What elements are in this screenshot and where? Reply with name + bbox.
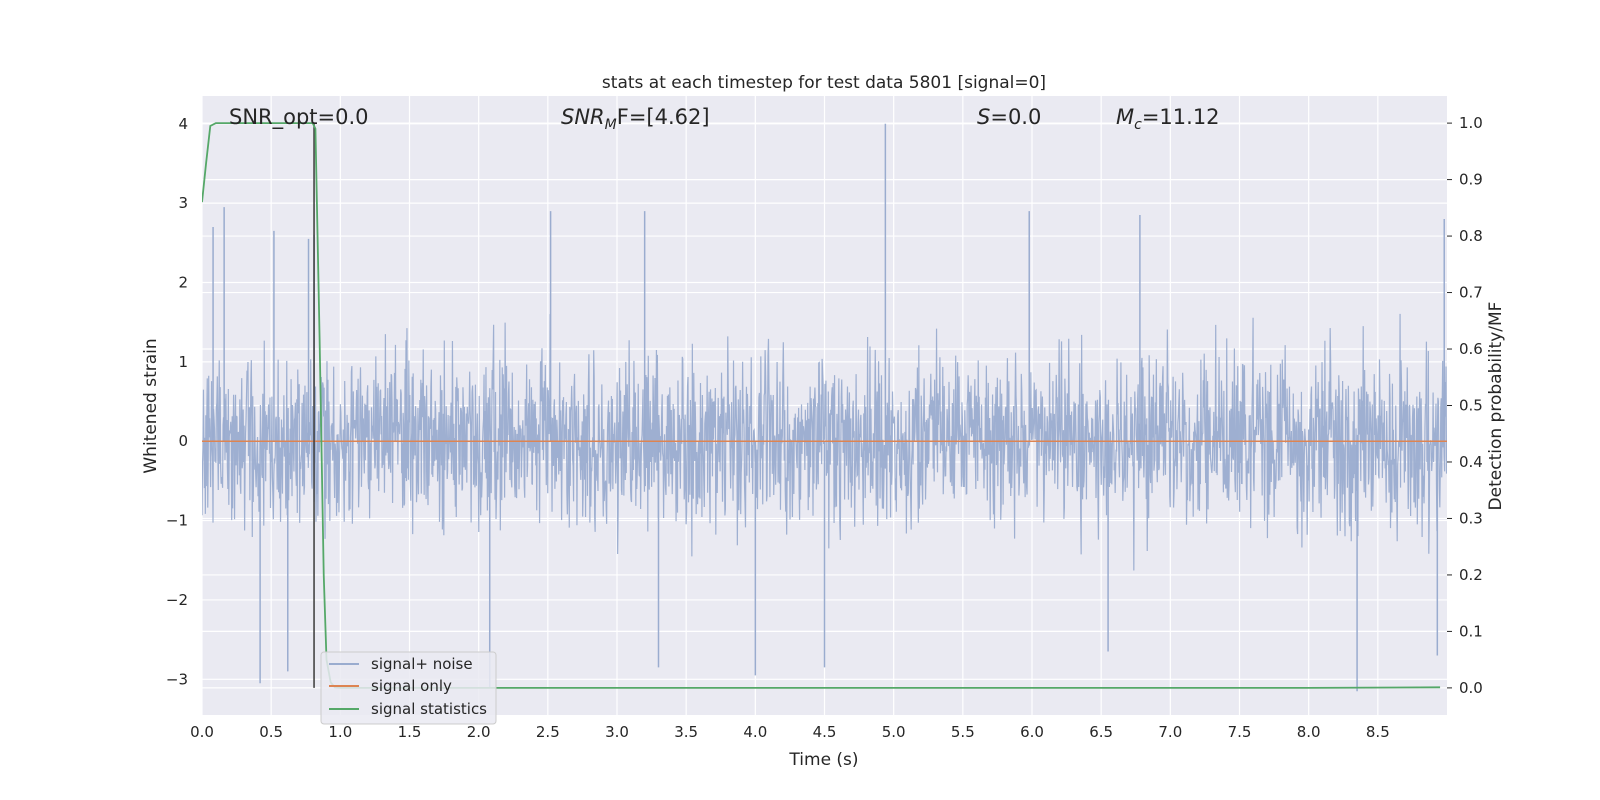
mc-name: M xyxy=(1116,105,1134,129)
mc-rest: =11.12 xyxy=(1142,105,1220,129)
annotation-snr-mf: SNRMF=[4.62] xyxy=(561,105,710,133)
y-tick-label-left: 2 xyxy=(178,273,188,291)
x-tick-label: 8.0 xyxy=(1297,723,1321,741)
x-tick-label: 3.5 xyxy=(674,723,698,741)
series-layer xyxy=(202,122,1447,692)
y-tick-label-left: −3 xyxy=(166,670,188,688)
x-tick-label: 0.5 xyxy=(259,723,283,741)
x-tick-label: 2.0 xyxy=(467,723,491,741)
y-tick-label-right: 0.2 xyxy=(1459,566,1483,584)
snr-mf-rest: F=[4.62] xyxy=(617,105,710,129)
y-tick-label-right: 0.0 xyxy=(1459,679,1483,697)
annotation-mc: Mc=11.12 xyxy=(1116,105,1220,133)
chart-title: stats at each timestep for test data 580… xyxy=(602,73,1046,93)
y-tick-label-left: 4 xyxy=(178,115,188,133)
series-signal-statistics-line xyxy=(202,122,1441,689)
x-tick-label: 8.5 xyxy=(1366,723,1390,741)
annotation-snr-opt: SNR_opt=0.0 xyxy=(229,105,369,130)
y-tick-label-left: −1 xyxy=(166,512,188,530)
x-tick-label: 2.5 xyxy=(536,723,560,741)
y-tick-label-right: 1.0 xyxy=(1459,114,1483,132)
annotation-s: S=0.0 xyxy=(977,105,1041,129)
y-tick-label-right: 0.4 xyxy=(1459,453,1483,471)
y-axis-label-right: Detection probability/MF xyxy=(1486,302,1506,511)
y-tick-label-left: −2 xyxy=(166,591,188,609)
legend-label-signal-statistics: signal statistics xyxy=(371,700,487,718)
y-tick-label-right: 0.7 xyxy=(1459,284,1483,302)
y-tick-label-right: 0.1 xyxy=(1459,622,1483,640)
y-tick-label-right: 0.3 xyxy=(1459,509,1483,527)
series-signal-noise-line xyxy=(202,313,1447,571)
x-tick-label: 6.0 xyxy=(1020,723,1044,741)
snr-mf-sub: M xyxy=(605,117,617,133)
mc-sub: c xyxy=(1134,117,1142,133)
x-tick-label: 5.5 xyxy=(951,723,975,741)
y-tick-label-right: 0.8 xyxy=(1459,227,1483,245)
ticks: 0.0 0.5 1.0 1.5 2.0 2.5 3.0 3.5 4.0 4.5 5.0 5.5 6.0 6… xyxy=(166,114,1483,741)
y-axis-label-left: Whitened strain xyxy=(141,338,161,473)
x-tick-label: 7.0 xyxy=(1158,723,1182,741)
y-tick-label-right: 0.5 xyxy=(1459,397,1483,415)
legend-label-signal-noise: signal+ noise xyxy=(371,655,473,673)
legend: signal+ noise signal only signal statist… xyxy=(320,651,497,725)
x-tick-label: 5.0 xyxy=(882,723,906,741)
x-tick-label: 1.5 xyxy=(398,723,422,741)
y-tick-label-left: 1 xyxy=(178,353,188,371)
x-tick-label: 0.0 xyxy=(190,723,214,741)
x-tick-label: 7.5 xyxy=(1228,723,1252,741)
x-tick-label: 1.0 xyxy=(328,723,352,741)
y-tick-label-right: 0.6 xyxy=(1459,340,1483,358)
legend-label-signal-only: signal only xyxy=(371,677,452,695)
x-axis-label: Time (s) xyxy=(788,750,858,770)
s-name: S xyxy=(977,105,990,129)
x-tick-label: 6.5 xyxy=(1089,723,1113,741)
s-rest: =0.0 xyxy=(990,105,1041,129)
x-tick-label: 4.0 xyxy=(743,723,767,741)
x-tick-label: 3.0 xyxy=(605,723,629,741)
snr-mf-name: SNR xyxy=(561,105,605,129)
legend-box xyxy=(320,651,497,725)
y-tick-label-left: 3 xyxy=(178,194,188,212)
y-tick-label-right: 0.9 xyxy=(1459,171,1483,189)
x-tick-label: 4.5 xyxy=(813,723,837,741)
y-tick-label-left: 0 xyxy=(178,432,188,450)
